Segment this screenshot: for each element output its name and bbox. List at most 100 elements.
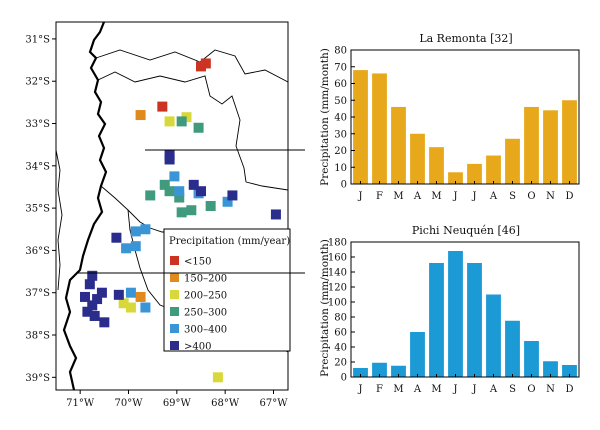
station-marker-c300_400 bbox=[174, 186, 185, 197]
map-x-tick-label: 70°W bbox=[114, 398, 143, 409]
bar-pichi-neuquen-7 bbox=[467, 263, 482, 377]
bar-chart-pichi-neuquen: Pichi Neuquén [46] Precipitation (mm/mon… bbox=[319, 224, 580, 395]
x-tick-label-la-remonta: A bbox=[413, 191, 422, 202]
bar-la-remonta-3 bbox=[391, 106, 406, 184]
bar-pichi-neuquen-5 bbox=[429, 263, 444, 377]
legend-title: Precipitation (mm/year) bbox=[169, 236, 290, 247]
x-tick-label-pichi-neuquen: D bbox=[565, 384, 573, 395]
x-tick-label-pichi-neuquen: J bbox=[452, 384, 457, 395]
y-tick-label-pichi-neuquen: 80 bbox=[334, 313, 347, 324]
station-marker-c300_400 bbox=[130, 241, 141, 252]
x-tick-label-la-remonta: O bbox=[527, 191, 535, 202]
province-border-northern bbox=[95, 49, 288, 83]
y-tick-label-la-remonta: 80 bbox=[334, 46, 347, 57]
bar-pichi-neuquen-1 bbox=[353, 368, 368, 377]
station-marker-c150_200 bbox=[135, 110, 146, 121]
station-marker-lt150 bbox=[200, 58, 211, 69]
station-marker-gt400 bbox=[196, 186, 206, 197]
map-ticks: 71°W 70°W 69°W 68°W 67°W 31°S 32°S 33°S 34°S 35°S… bbox=[25, 34, 288, 409]
y-tick-label-la-remonta: 60 bbox=[334, 79, 347, 90]
map-y-tick-label: 36°S bbox=[25, 246, 50, 257]
station-marker-gt400 bbox=[84, 279, 95, 290]
y-tick-label-pichi-neuquen: 120 bbox=[328, 283, 347, 294]
map-y-tick-label: 39°S bbox=[25, 373, 50, 384]
x-tick-label-la-remonta: M bbox=[431, 191, 441, 202]
legend-label-c250_300: 250–300 bbox=[184, 308, 227, 319]
bar-la-remonta-11 bbox=[543, 110, 558, 184]
y-tick-label-la-remonta: 30 bbox=[334, 129, 347, 140]
x-tick-label-la-remonta: S bbox=[509, 191, 516, 202]
x-tick-label-pichi-neuquen: A bbox=[489, 384, 498, 395]
map-y-tick-label: 35°S bbox=[25, 204, 50, 215]
map-y-tick-label: 38°S bbox=[25, 331, 50, 342]
legend-label-c300_400: 300–400 bbox=[184, 325, 227, 336]
x-tick-label-la-remonta: N bbox=[546, 191, 555, 202]
legend-label-c150_200: 150–200 bbox=[184, 274, 227, 285]
y-tick-label-la-remonta: 10 bbox=[334, 163, 347, 174]
bar-pichi-neuquen-12 bbox=[562, 365, 577, 377]
y-tick-label-la-remonta: 20 bbox=[334, 146, 347, 157]
y-tick-label-pichi-neuquen: 20 bbox=[334, 358, 347, 369]
y-tick-label-pichi-neuquen: 0 bbox=[341, 373, 347, 384]
station-marker-c200_250 bbox=[164, 116, 175, 127]
x-tick-label-pichi-neuquen: J bbox=[471, 384, 476, 395]
station-marker-gt400 bbox=[99, 317, 110, 328]
station-marker-c150_200 bbox=[135, 291, 146, 302]
station-marker-c300_400 bbox=[140, 302, 151, 313]
legend-swatch-gt400 bbox=[170, 341, 179, 350]
station-points bbox=[80, 58, 281, 383]
x-tick-label-la-remonta: F bbox=[376, 191, 383, 202]
station-marker-c250_300 bbox=[174, 192, 185, 203]
coastline bbox=[56, 149, 63, 291]
y-tick-label-la-remonta: 70 bbox=[334, 62, 347, 73]
plot-frame-pichi-neuquen bbox=[350, 241, 580, 378]
station-marker-c300_400 bbox=[125, 287, 136, 298]
x-tick-label-la-remonta: D bbox=[565, 191, 573, 202]
x-tick-label-pichi-neuquen: M bbox=[431, 384, 441, 395]
legend-label-c200_250: 200–250 bbox=[184, 291, 227, 302]
y-axis-label-la-remonta: Precipitation (mm/month) bbox=[319, 48, 331, 186]
x-tick-label-pichi-neuquen: S bbox=[509, 384, 516, 395]
map-y-tick-label: 37°S bbox=[25, 288, 50, 299]
station-marker-gt400 bbox=[227, 190, 238, 201]
station-marker-gt400 bbox=[270, 209, 281, 220]
map-x-tick-label: 69°W bbox=[163, 398, 192, 409]
bar-la-remonta-10 bbox=[524, 106, 539, 184]
bar-la-remonta-5 bbox=[429, 147, 444, 184]
map-x-tick-label: 68°W bbox=[211, 398, 240, 409]
station-marker-c200_250 bbox=[212, 372, 223, 383]
legend-swatch-c250_300 bbox=[170, 307, 179, 316]
legend-swatch-lt150 bbox=[170, 256, 179, 265]
bar-pichi-neuquen-8 bbox=[486, 294, 501, 377]
chart-title-pichi-neuquen: Pichi Neuquén [46] bbox=[412, 224, 520, 237]
bar-chart-la-remonta: La Remonta [32] Precipitation (mm/month)… bbox=[319, 32, 580, 202]
station-marker-c250_300 bbox=[193, 122, 204, 133]
station-marker-gt400 bbox=[92, 294, 103, 305]
x-tick-label-la-remonta: J bbox=[452, 191, 457, 202]
x-tick-label-pichi-neuquen: O bbox=[527, 384, 535, 395]
bar-pichi-neuquen-11 bbox=[543, 361, 558, 377]
station-marker-c250_300 bbox=[176, 207, 187, 218]
station-marker-c300_400 bbox=[140, 224, 151, 235]
bar-pichi-neuquen-9 bbox=[505, 320, 520, 377]
y-tick-label-la-remonta: 50 bbox=[334, 96, 347, 107]
legend-label-gt400: >400 bbox=[184, 342, 211, 353]
x-tick-label-pichi-neuquen: A bbox=[413, 384, 422, 395]
map-x-tick-label: 67°W bbox=[259, 398, 288, 409]
y-tick-label-pichi-neuquen: 40 bbox=[334, 343, 347, 354]
x-tick-label-la-remonta: J bbox=[357, 191, 362, 202]
legend: Precipitation (mm/year) <150 150–200 200–2… bbox=[163, 228, 291, 353]
station-marker-gt400 bbox=[89, 310, 100, 321]
x-tick-label-la-remonta: M bbox=[393, 191, 403, 202]
legend-swatch-c200_250 bbox=[170, 290, 179, 299]
bar-pichi-neuquen-10 bbox=[524, 341, 539, 377]
bar-la-remonta-4 bbox=[410, 133, 425, 184]
map-y-tick-label: 33°S bbox=[25, 119, 50, 130]
bar-pichi-neuquen-2 bbox=[372, 362, 387, 377]
station-marker-gt400 bbox=[188, 179, 199, 190]
x-tick-label-la-remonta: J bbox=[471, 191, 476, 202]
y-tick-label-pichi-neuquen: 100 bbox=[328, 298, 347, 309]
